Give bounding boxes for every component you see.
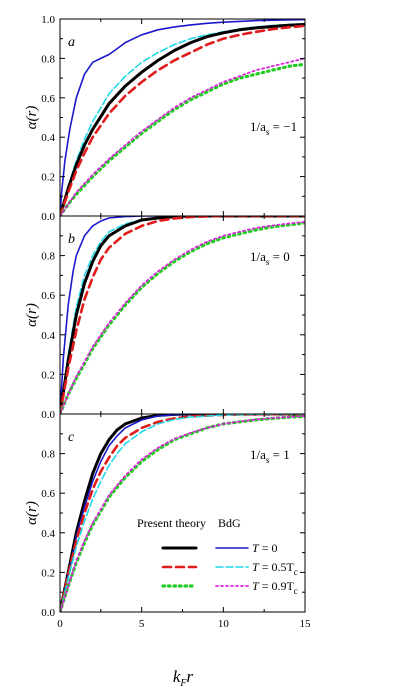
series-line-bdg_T09 [60, 415, 305, 612]
x-tick-label: 5 [139, 618, 145, 630]
series-group [60, 216, 305, 414]
series-line-bdg_T0 [60, 19, 305, 216]
y-tick-label: 0.8 [41, 449, 55, 461]
legend-label-T: T [252, 541, 260, 555]
legend-label-value: = 0.9T [259, 579, 295, 593]
y-tick-label: 0.4 [41, 330, 55, 342]
series-group [60, 19, 305, 216]
panel-label: b [68, 232, 75, 247]
y-tick-label: 0.0 [41, 409, 55, 421]
panels-group: 0.00.20.40.60.81.0α(r)a1/as = −10.00.20.… [24, 14, 311, 630]
x-tick-label: 0 [57, 618, 63, 630]
y-tick-label: 0.0 [41, 607, 55, 619]
plot-frame [59, 215, 306, 415]
annotation-sub: s [266, 127, 270, 137]
x-tick-label: 15 [300, 618, 312, 630]
xlabel-sub: F [179, 678, 187, 689]
y-tick-label: 0.8 [41, 53, 55, 65]
y-tick-label: 0.4 [41, 132, 55, 144]
legend-label-sub: c [294, 586, 298, 596]
series-line-pt_T0 [60, 216, 305, 414]
panel-c: 0.0 0.2 0.4 0.6 0.8 0 5 10 15 α(r) c 1/as = 1 [24, 413, 312, 630]
xlabel-tail: r [187, 667, 194, 686]
panel-label: a [68, 35, 75, 50]
y-tick-label: 0.0 [41, 211, 55, 223]
y-tick-label: 0.6 [41, 93, 55, 105]
y-tick-label: 0.2 [41, 369, 55, 381]
xlabel-main: k [173, 667, 181, 686]
series-line-bdg_T05 [60, 414, 305, 612]
panel-annotation: 1/as = −1 [250, 119, 297, 137]
panel-label: c [68, 430, 75, 445]
legend-label: T = 0 [252, 541, 277, 555]
series-line-bdg_T09 [60, 220, 305, 414]
panel-annotation: 1/as = 1 [250, 447, 290, 465]
series-line-bdg_T0 [60, 216, 305, 414]
series-line-pt_T05 [60, 216, 305, 414]
y-tick-label: 0.2 [41, 567, 55, 579]
y-tick-label: 0.2 [41, 172, 55, 184]
annotation-sub: s [266, 455, 270, 465]
legend-label-value: = 0.5T [259, 560, 295, 574]
series-line-pt_T09 [60, 62, 305, 216]
series-line-pt_T05 [60, 24, 305, 216]
legend-label: T = 0.5Tc [252, 560, 298, 577]
y-tick-label: 0.6 [41, 290, 55, 302]
annotation-main: 1/a [250, 447, 266, 462]
annotation-tail: = 1 [269, 447, 289, 462]
x-axis-label: kFr [173, 667, 194, 689]
legend-header-bdg: BdG [218, 516, 241, 530]
legend-label-value: = 0 [259, 541, 278, 555]
plot-frame [59, 18, 306, 217]
panel-annotation: 1/as = 0 [250, 249, 290, 267]
legend-label-sub: c [294, 567, 298, 577]
annotation-main: 1/a [250, 249, 266, 264]
y-tick-label: 1.0 [41, 14, 55, 26]
legend-label-T: T [252, 579, 260, 593]
series-line-bdg_T05 [60, 22, 305, 216]
x-tick-label: 10 [218, 618, 230, 630]
y-tick-label: 0.4 [41, 528, 55, 540]
y-axis-label: α(r) [24, 501, 40, 525]
series-line-bdg_T09 [60, 57, 305, 216]
y-axis-label: α(r) [24, 106, 40, 130]
legend-label: T = 0.9Tc [252, 579, 298, 596]
legend-label-T: T [252, 560, 260, 574]
annotation-tail: = 0 [269, 249, 289, 264]
annotation-tail: = −1 [269, 119, 297, 134]
panel-b: 0.0 0.2 0.4 0.6 0.8 α(r) b 1/as = 0 [24, 215, 306, 421]
y-tick-label: 0.8 [41, 251, 55, 263]
series-line-pt_T09 [60, 221, 305, 414]
legend-header-present-theory: Present theory [137, 516, 206, 530]
panel-a: 0.0 0.2 0.4 0.6 0.8 1.0 α(r) a 1/as = −1 [24, 14, 306, 223]
y-axis-label: α(r) [24, 303, 40, 327]
series-line-pt_T0 [60, 23, 305, 216]
series-line-bdg_T05 [60, 216, 305, 414]
annotation-main: 1/a [250, 119, 266, 134]
y-tick-label: 0.6 [41, 488, 55, 500]
annotation-sub: s [266, 257, 270, 267]
